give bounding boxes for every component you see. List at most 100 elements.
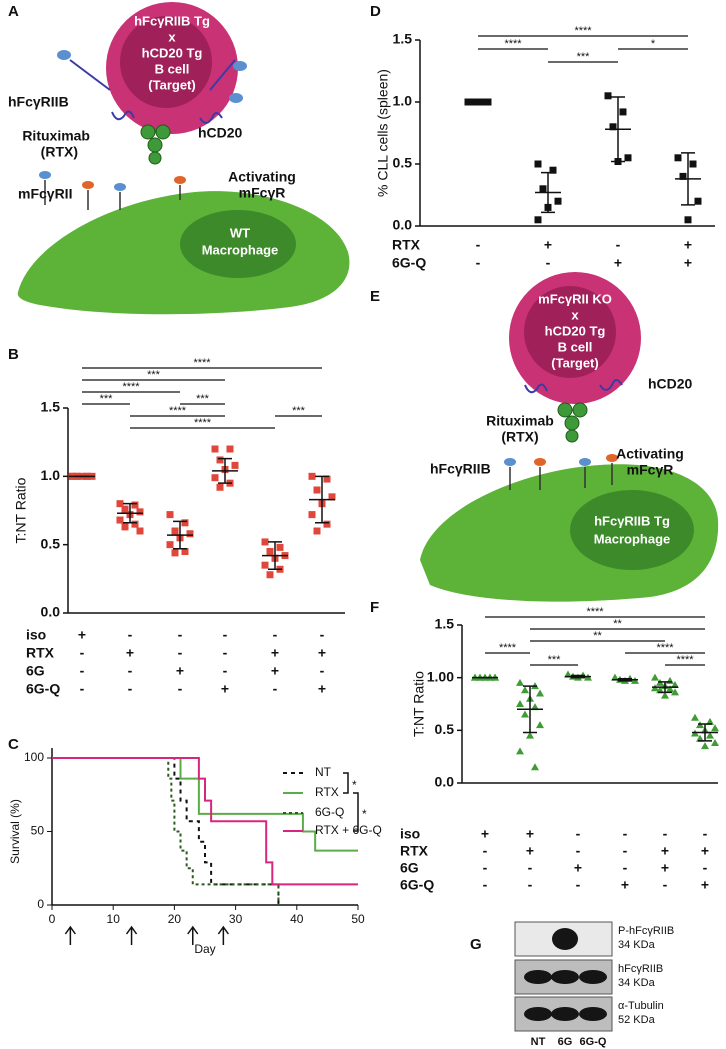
data-point — [534, 216, 542, 224]
blot-lane-label: 6G — [558, 1036, 573, 1048]
data-point — [539, 185, 547, 193]
condition-sign: - — [703, 826, 708, 842]
diagram-label: Activating — [616, 446, 684, 462]
condition-sign: + — [176, 663, 184, 679]
diagram-a-shapes — [17, 2, 350, 315]
y-tick-label: 50 — [31, 824, 45, 838]
error-bar — [658, 681, 672, 694]
treatment-arrow — [217, 925, 229, 945]
panel-letter: E — [370, 288, 380, 305]
condition-sign: + — [271, 663, 279, 679]
condition-label: RTX — [400, 843, 429, 859]
condition-sign: - — [80, 681, 85, 697]
macrophage-label: hFcγRIIB Tg — [594, 513, 670, 528]
legend-label: NT — [315, 765, 332, 779]
data-point — [521, 686, 529, 694]
data-point — [706, 731, 714, 739]
data-point — [211, 445, 219, 453]
x-tick-label: 30 — [229, 912, 243, 926]
diagram-label: hCD20 — [198, 125, 243, 141]
data-point — [186, 530, 194, 538]
panel-letter: A — [8, 3, 19, 20]
significance-label: **** — [122, 381, 140, 393]
condition-sign: - — [273, 681, 278, 697]
data-point — [604, 92, 612, 100]
condition-sign: - — [178, 645, 183, 661]
significance-label: **** — [504, 38, 522, 50]
data-point — [308, 511, 316, 519]
x-tick-label: 0 — [49, 912, 56, 926]
data-point — [276, 543, 284, 551]
significance-label: **** — [193, 357, 211, 369]
condition-label: iso — [400, 826, 420, 842]
error-bar — [123, 502, 137, 524]
legend-label: RTX + 6G-Q — [315, 823, 382, 837]
data-point — [226, 445, 234, 453]
blot-row-label: α-Tubulin — [618, 1000, 664, 1012]
condition-sign: - — [178, 681, 183, 697]
data-point — [666, 676, 674, 684]
condition-label: 6G — [26, 663, 45, 679]
significance-label: **** — [169, 405, 187, 417]
survival-line — [52, 757, 358, 852]
survival-line — [52, 757, 280, 905]
significance-label: *** — [100, 393, 114, 405]
data-point — [689, 160, 697, 168]
survival-line — [52, 757, 358, 886]
condition-sign: + — [481, 826, 489, 842]
condition-sign: + — [684, 237, 692, 253]
data-point — [624, 154, 632, 162]
y-tick-label: 100 — [24, 750, 44, 764]
macrophage-label: Macrophage — [594, 531, 671, 546]
blot-lane-label: 6G-Q — [580, 1036, 607, 1048]
significance-label: **** — [676, 654, 694, 666]
data-point — [674, 154, 682, 162]
condition-sign: - — [476, 237, 481, 253]
condition-label: 6G — [400, 860, 419, 876]
condition-sign: + — [318, 645, 326, 661]
data-point — [554, 197, 562, 205]
condition-sign: + — [661, 843, 669, 859]
condition-sign: + — [701, 843, 709, 859]
data-point — [116, 500, 124, 508]
data-point — [181, 548, 189, 555]
condition-label: RTX — [26, 645, 55, 661]
condition-sign: - — [476, 255, 481, 271]
y-tick-label: 0 — [37, 897, 44, 911]
data-point — [656, 686, 664, 694]
diagram-label: hCD20 — [648, 376, 693, 392]
panel-letter: C — [8, 736, 19, 753]
condition-sign: - — [80, 663, 85, 679]
data-point — [323, 475, 331, 483]
significance-label: ** — [613, 618, 622, 630]
condition-sign: + — [78, 627, 86, 643]
condition-sign: + — [621, 877, 629, 893]
panel-letter: G — [470, 936, 482, 953]
error-bar — [618, 677, 632, 682]
blot-band — [524, 1007, 552, 1021]
data-point — [328, 493, 336, 501]
error-bar — [523, 685, 537, 734]
y-tick-label: 1.00 — [427, 668, 454, 684]
y-tick-label: 1.5 — [435, 616, 455, 632]
condition-sign: - — [178, 627, 183, 643]
condition-sign: - — [623, 843, 628, 859]
error-bar — [611, 96, 625, 163]
error-bar — [218, 457, 232, 484]
condition-sign: - — [623, 860, 628, 876]
y-tick-label: 0.5 — [435, 721, 455, 737]
data-point — [171, 527, 179, 535]
data-point — [536, 689, 544, 697]
error-bar — [541, 171, 555, 214]
y-tick-label: 0.5 — [393, 155, 413, 171]
panel-letter: D — [370, 3, 381, 20]
diagram-label: mFcγRII — [18, 186, 72, 202]
data-point — [666, 685, 674, 693]
diagram-label: hFcγRIIB — [8, 94, 69, 110]
condition-sign: - — [128, 681, 133, 697]
significance-bracket — [353, 792, 359, 832]
data-point — [706, 717, 714, 725]
data-point — [701, 742, 709, 750]
diagram-label: mFcγR — [627, 462, 674, 478]
blot-band — [552, 928, 578, 950]
